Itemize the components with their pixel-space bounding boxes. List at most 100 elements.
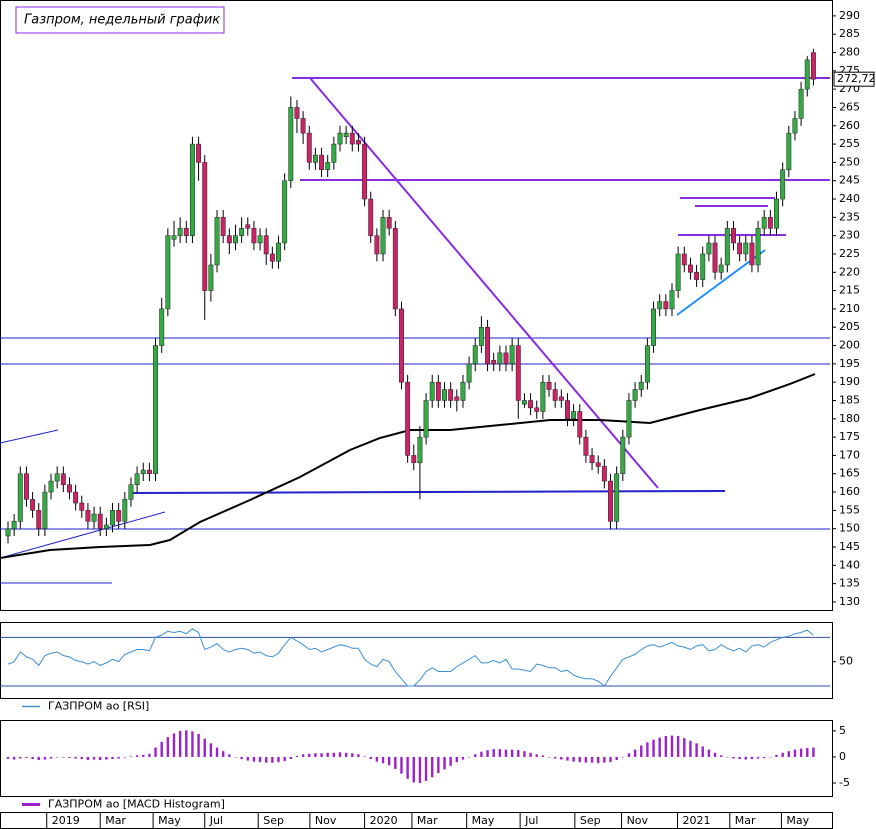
histogram-bar: [424, 756, 428, 781]
histogram-bar: [646, 742, 649, 757]
candle-body: [288, 107, 294, 181]
y-tick-label: 200: [839, 339, 860, 352]
candle-body: [245, 224, 251, 229]
histogram-bar: [92, 756, 96, 760]
histogram-bar: [246, 756, 249, 761]
candle-body: [405, 381, 411, 456]
candle-body: [503, 352, 509, 365]
candle-body: [392, 228, 398, 310]
candle-body: [601, 466, 607, 482]
histogram-bar: [6, 756, 10, 760]
histogram-bar: [68, 756, 71, 758]
histogram-bar: [572, 756, 575, 762]
candle-body: [687, 264, 693, 273]
histogram-bar: [277, 756, 280, 763]
x-tick-label: May: [158, 814, 181, 827]
x-tick-label: 2020: [370, 814, 398, 827]
main-frame: [0, 0, 833, 611]
histogram-bar: [504, 749, 508, 757]
candle-body: [706, 242, 712, 255]
candle-body: [669, 290, 675, 310]
x-tick-label: Mar: [105, 814, 126, 827]
histogram-bar: [320, 753, 323, 757]
histogram-bar: [695, 743, 698, 757]
histogram-bar: [283, 756, 286, 762]
rsi-line: [7, 628, 814, 687]
candle-body: [177, 228, 183, 236]
candle-body: [386, 217, 392, 229]
histogram-bar: [215, 747, 219, 757]
candle-body: [5, 528, 11, 537]
histogram-bar: [621, 756, 625, 758]
histogram-bar: [517, 750, 520, 757]
candle-body: [263, 235, 269, 255]
candle-body: [694, 272, 700, 280]
y-tick-label: 215: [839, 284, 860, 297]
y-tick-label: 180: [839, 412, 860, 425]
candle-body: [116, 510, 122, 522]
histogram-bar: [166, 737, 170, 757]
histogram-bar: [775, 754, 778, 757]
candle-body: [282, 180, 288, 244]
x-tick-label: Jul: [209, 814, 223, 827]
histogram-bar: [123, 756, 127, 758]
histogram-bar: [62, 756, 65, 758]
candle-body: [30, 499, 36, 511]
candle-body: [651, 308, 656, 346]
candle-body: [97, 513, 103, 529]
y-tick-label: -5: [839, 776, 850, 789]
histogram-bar: [726, 756, 729, 758]
histogram-bar: [154, 747, 157, 757]
last-price-box: [833, 71, 875, 87]
histogram-bar: [228, 754, 231, 757]
histogram-bar: [719, 755, 723, 757]
candle-body: [171, 235, 177, 240]
candle-body: [583, 436, 589, 456]
candle-body: [724, 228, 730, 266]
candle-body: [23, 473, 29, 500]
histogram-bar: [308, 753, 311, 757]
candle-body: [712, 242, 718, 273]
candle-body: [675, 253, 681, 291]
histogram-bar: [566, 756, 569, 761]
candle-body: [17, 473, 23, 522]
histogram-bar: [400, 756, 403, 774]
histogram-bar: [326, 752, 329, 757]
y-tick-label: 210: [839, 302, 860, 315]
candle-body: [491, 359, 497, 365]
candle-body: [300, 118, 306, 134]
candle-body: [306, 132, 312, 163]
histogram-bar: [812, 747, 815, 757]
histogram-bar: [437, 756, 440, 774]
x-tick-label: Jul: [524, 814, 538, 827]
histogram-bar: [86, 756, 90, 761]
histogram-bar: [74, 756, 77, 759]
x-tick-label: Nov: [627, 814, 649, 827]
histogram-bar: [670, 735, 674, 757]
histogram-bar: [271, 756, 274, 763]
candle-body: [780, 169, 786, 200]
y-tick-label: 255: [839, 137, 860, 150]
histogram-bar: [363, 756, 366, 757]
y-tick-label: 195: [839, 357, 860, 370]
candle-body: [435, 381, 441, 401]
histogram-bar: [486, 750, 489, 757]
histogram-bar: [412, 756, 415, 783]
candle-body: [189, 143, 195, 236]
candle-body: [774, 198, 779, 229]
histogram-bar: [12, 756, 16, 760]
x-tick-label: May: [786, 814, 809, 827]
histogram-bar: [799, 748, 803, 757]
candle-body: [399, 308, 404, 383]
drawings: [0, 77, 830, 584]
histogram-bar: [652, 739, 655, 757]
candle-body: [122, 499, 128, 522]
histogram-bar: [185, 730, 188, 757]
histogram-bar: [609, 756, 612, 763]
candle-body: [48, 480, 54, 493]
histogram-bar: [258, 756, 262, 763]
histogram-bar: [172, 733, 176, 757]
candle-body: [226, 235, 232, 244]
